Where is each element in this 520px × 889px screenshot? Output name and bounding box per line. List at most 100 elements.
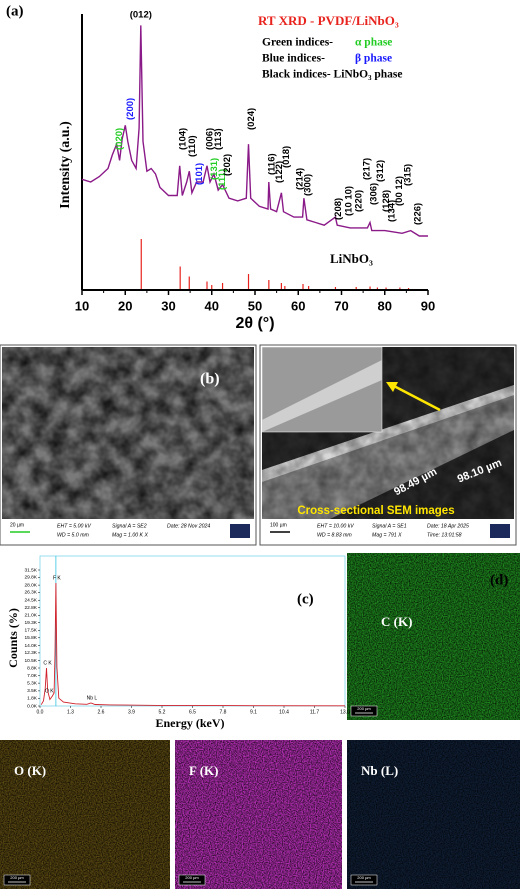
y-tick-label: 5.3K (27, 680, 38, 686)
x-tick-label: 7.8 (220, 709, 227, 715)
map-texture (347, 740, 520, 889)
y-tick-label: 28.0K (24, 582, 37, 588)
legend-phase: α phase (355, 37, 392, 49)
eds-maps: (d) C (K) 200 µm O (K) 200 µm F (K) 200 µm Nb (… (0, 553, 520, 889)
peak-label: (104) (178, 128, 189, 150)
x-tick-label: 90 (421, 298, 435, 313)
peak-label: (006) (205, 128, 216, 150)
y-tick-label: 24.5K (24, 597, 37, 603)
x-tick-label: 5.2 (159, 709, 166, 715)
x-tick-label: 6.5 (189, 709, 196, 715)
peak-label: (018) (281, 146, 292, 168)
legend-label: Black indices- LiNbO₃ phase (262, 69, 403, 81)
sem-info: EHT = 5.00 kV (57, 523, 91, 529)
x-tick-label: 70 (334, 298, 348, 313)
peak-label: (020) (114, 128, 125, 150)
y-tick-label: 8.8K (27, 665, 38, 671)
map-label: O (K) (14, 763, 46, 778)
reference-label: LiNbO₃ (330, 251, 373, 266)
peak-label: O K (45, 688, 54, 694)
peak-label: (208) (333, 198, 344, 220)
y-tick-label: 19.3K (24, 620, 37, 626)
peak-label: (128) (381, 190, 392, 212)
scale-label: 200 µm (357, 706, 371, 711)
peak-label: (10 10) (343, 186, 354, 216)
x-tick-label: 9.1 (250, 709, 257, 715)
peak-label: (202) (222, 154, 233, 176)
peak-label: (134) (387, 200, 398, 222)
y-axis-label: Counts (%) (6, 608, 20, 668)
sem-info: Mag = 1.00 K X (112, 532, 148, 538)
peak-label: (306) (368, 183, 379, 205)
panel-label: (c) (297, 591, 314, 607)
peak-label: (312) (375, 160, 386, 182)
legend-phase: β phase (355, 53, 392, 65)
y-tick-label: 1.8K (27, 695, 38, 701)
panel-label: (a) (6, 3, 24, 19)
x-axis-label: 2θ (°) (235, 315, 274, 332)
y-tick-label: 3.5K (27, 688, 38, 694)
peak-label: (113) (213, 128, 224, 150)
x-tick-label: 10.4 (279, 709, 289, 715)
x-axis-label: Energy (keV) (156, 716, 225, 730)
y-tick-label: 26.3K (24, 590, 37, 596)
caption: Cross-sectional SEM images (297, 505, 454, 517)
y-tick-label: 17.5K (24, 628, 37, 634)
y-tick-label: 7.0K (27, 673, 38, 679)
sem-info: Mag = 791 X (372, 532, 402, 538)
scale-label: 200 µm (185, 875, 199, 880)
peak-label: (00 12) (394, 176, 405, 206)
scale-box (3, 874, 31, 886)
arrow-head (386, 382, 398, 392)
map-label: C (K) (381, 614, 412, 629)
peak-label: (315) (403, 164, 414, 186)
scale-label: 200 µm (357, 875, 371, 880)
plot-frame (39, 555, 346, 707)
y-tick-label: 10.5K (24, 658, 37, 664)
peak-label: (300) (302, 174, 313, 196)
legend-label: Blue indices- (262, 53, 325, 65)
x-tick-label: 30 (161, 298, 175, 313)
scale-label: 200 µm (10, 875, 24, 880)
x-tick-label: 13.0 (340, 709, 350, 715)
x-tick-label: 20 (118, 298, 132, 313)
peak-label: (220) (354, 190, 365, 212)
sem-info: Signal A = SE2 (112, 523, 147, 529)
map-texture (347, 553, 520, 720)
peak-label: (214) (294, 168, 305, 190)
x-tick-label: 3.9 (128, 709, 135, 715)
peak-label: Nb L (87, 695, 98, 701)
sem-info: Time: 13:01:58 (427, 532, 462, 538)
peak-label: (101) (194, 163, 205, 185)
y-tick-label: 15.8K (24, 635, 37, 641)
scale-label: 100 µm (270, 522, 287, 528)
sem-info: Date: 28 Nov 2024 (167, 523, 210, 529)
peak-label: (226) (413, 203, 424, 225)
sem-texture (2, 347, 254, 519)
logo (230, 524, 250, 538)
peak-label: (122) (274, 161, 285, 183)
peak-label: (110) (187, 135, 198, 157)
sem-info: Signal A = SE1 (372, 523, 407, 529)
x-tick-label: 11.7 (310, 709, 320, 715)
peak-label: (024) (246, 108, 257, 130)
panel-label: (d) (490, 572, 508, 588)
peak-label: (131) (209, 158, 220, 180)
arrow (391, 383, 441, 412)
spectrum-line (81, 25, 428, 237)
y-axis-label: Intensity (a.u.) (58, 121, 73, 209)
peak-label: C K (43, 660, 52, 666)
peak-label: (012) (130, 10, 152, 21)
x-tick-label: 60 (291, 298, 305, 313)
x-tick-label: 40 (205, 298, 219, 313)
sem-info: Date: 18 Apr 2025 (427, 523, 469, 529)
spectrum-line (40, 582, 346, 707)
map-label: F (K) (189, 763, 218, 778)
y-tick-label: 0.0K (27, 703, 38, 709)
y-tick-label: 21.0K (24, 613, 37, 619)
y-tick-label: 31.5K (24, 567, 37, 573)
panel-b (0, 344, 517, 546)
map-label: Nb (L) (361, 763, 398, 778)
